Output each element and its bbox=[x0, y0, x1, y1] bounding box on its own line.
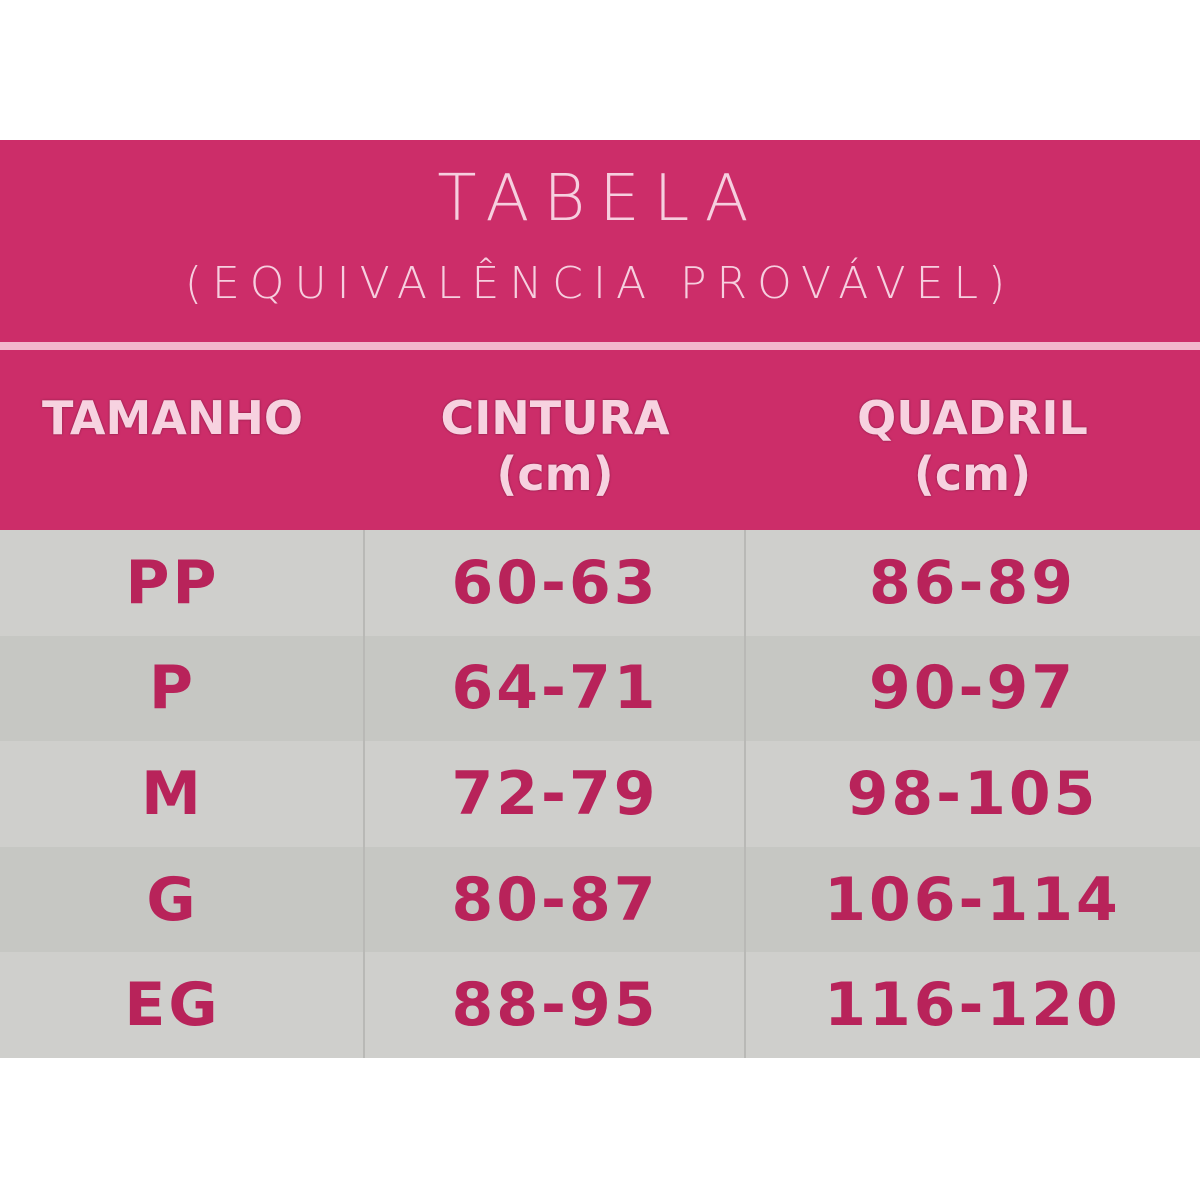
waist-cell: 64-71 bbox=[451, 653, 659, 724]
size-cell: P bbox=[149, 653, 196, 724]
hip-cell: 86-89 bbox=[869, 547, 1076, 618]
table-header-band: TABELA (EQUIVALÊNCIA PROVÁVEL) TAMANHO C… bbox=[0, 140, 1200, 530]
table-body: PP 60-63 86-89 P 64-71 90-97 M 72-79 98-… bbox=[0, 530, 1200, 1058]
column-divider bbox=[744, 530, 746, 1058]
column-header-label: TAMANHO bbox=[42, 391, 303, 445]
column-divider bbox=[363, 530, 365, 1058]
table-subtitle: (EQUIVALÊNCIA PROVÁVEL) bbox=[184, 258, 1016, 309]
column-header-cintura: CINTURA (cm) bbox=[365, 390, 745, 502]
table-row: EG 88-95 116-120 bbox=[0, 952, 1200, 1058]
hip-cell: 106-114 bbox=[824, 864, 1121, 935]
column-header-unit: (cm) bbox=[496, 447, 614, 501]
size-cell: PP bbox=[125, 547, 220, 618]
table-row: P 64-71 90-97 bbox=[0, 635, 1200, 742]
waist-cell: 88-95 bbox=[451, 970, 659, 1041]
size-table: TABELA (EQUIVALÊNCIA PROVÁVEL) TAMANHO C… bbox=[0, 140, 1200, 1058]
hip-cell: 98-105 bbox=[846, 758, 1099, 829]
hip-cell: 90-97 bbox=[869, 653, 1076, 724]
column-header-label: QUADRIL bbox=[857, 391, 1088, 445]
size-cell: M bbox=[141, 758, 204, 829]
waist-cell: 80-87 bbox=[451, 864, 659, 935]
divider bbox=[0, 342, 1200, 350]
table-title: TABELA bbox=[437, 162, 763, 236]
column-header-label: CINTURA bbox=[440, 391, 670, 445]
size-cell: G bbox=[146, 864, 199, 935]
size-cell: EG bbox=[124, 970, 221, 1041]
table-row: M 72-79 98-105 bbox=[0, 741, 1200, 847]
waist-cell: 72-79 bbox=[451, 758, 659, 829]
column-header-quadril: QUADRIL (cm) bbox=[745, 390, 1200, 502]
hip-cell: 116-120 bbox=[824, 970, 1121, 1041]
waist-cell: 60-63 bbox=[451, 547, 659, 618]
column-header-unit: (cm) bbox=[913, 447, 1032, 501]
table-row: G 80-87 106-114 bbox=[0, 846, 1200, 953]
table-row: PP 60-63 86-89 bbox=[0, 530, 1200, 636]
column-header-tamanho: TAMANHO bbox=[0, 390, 345, 446]
